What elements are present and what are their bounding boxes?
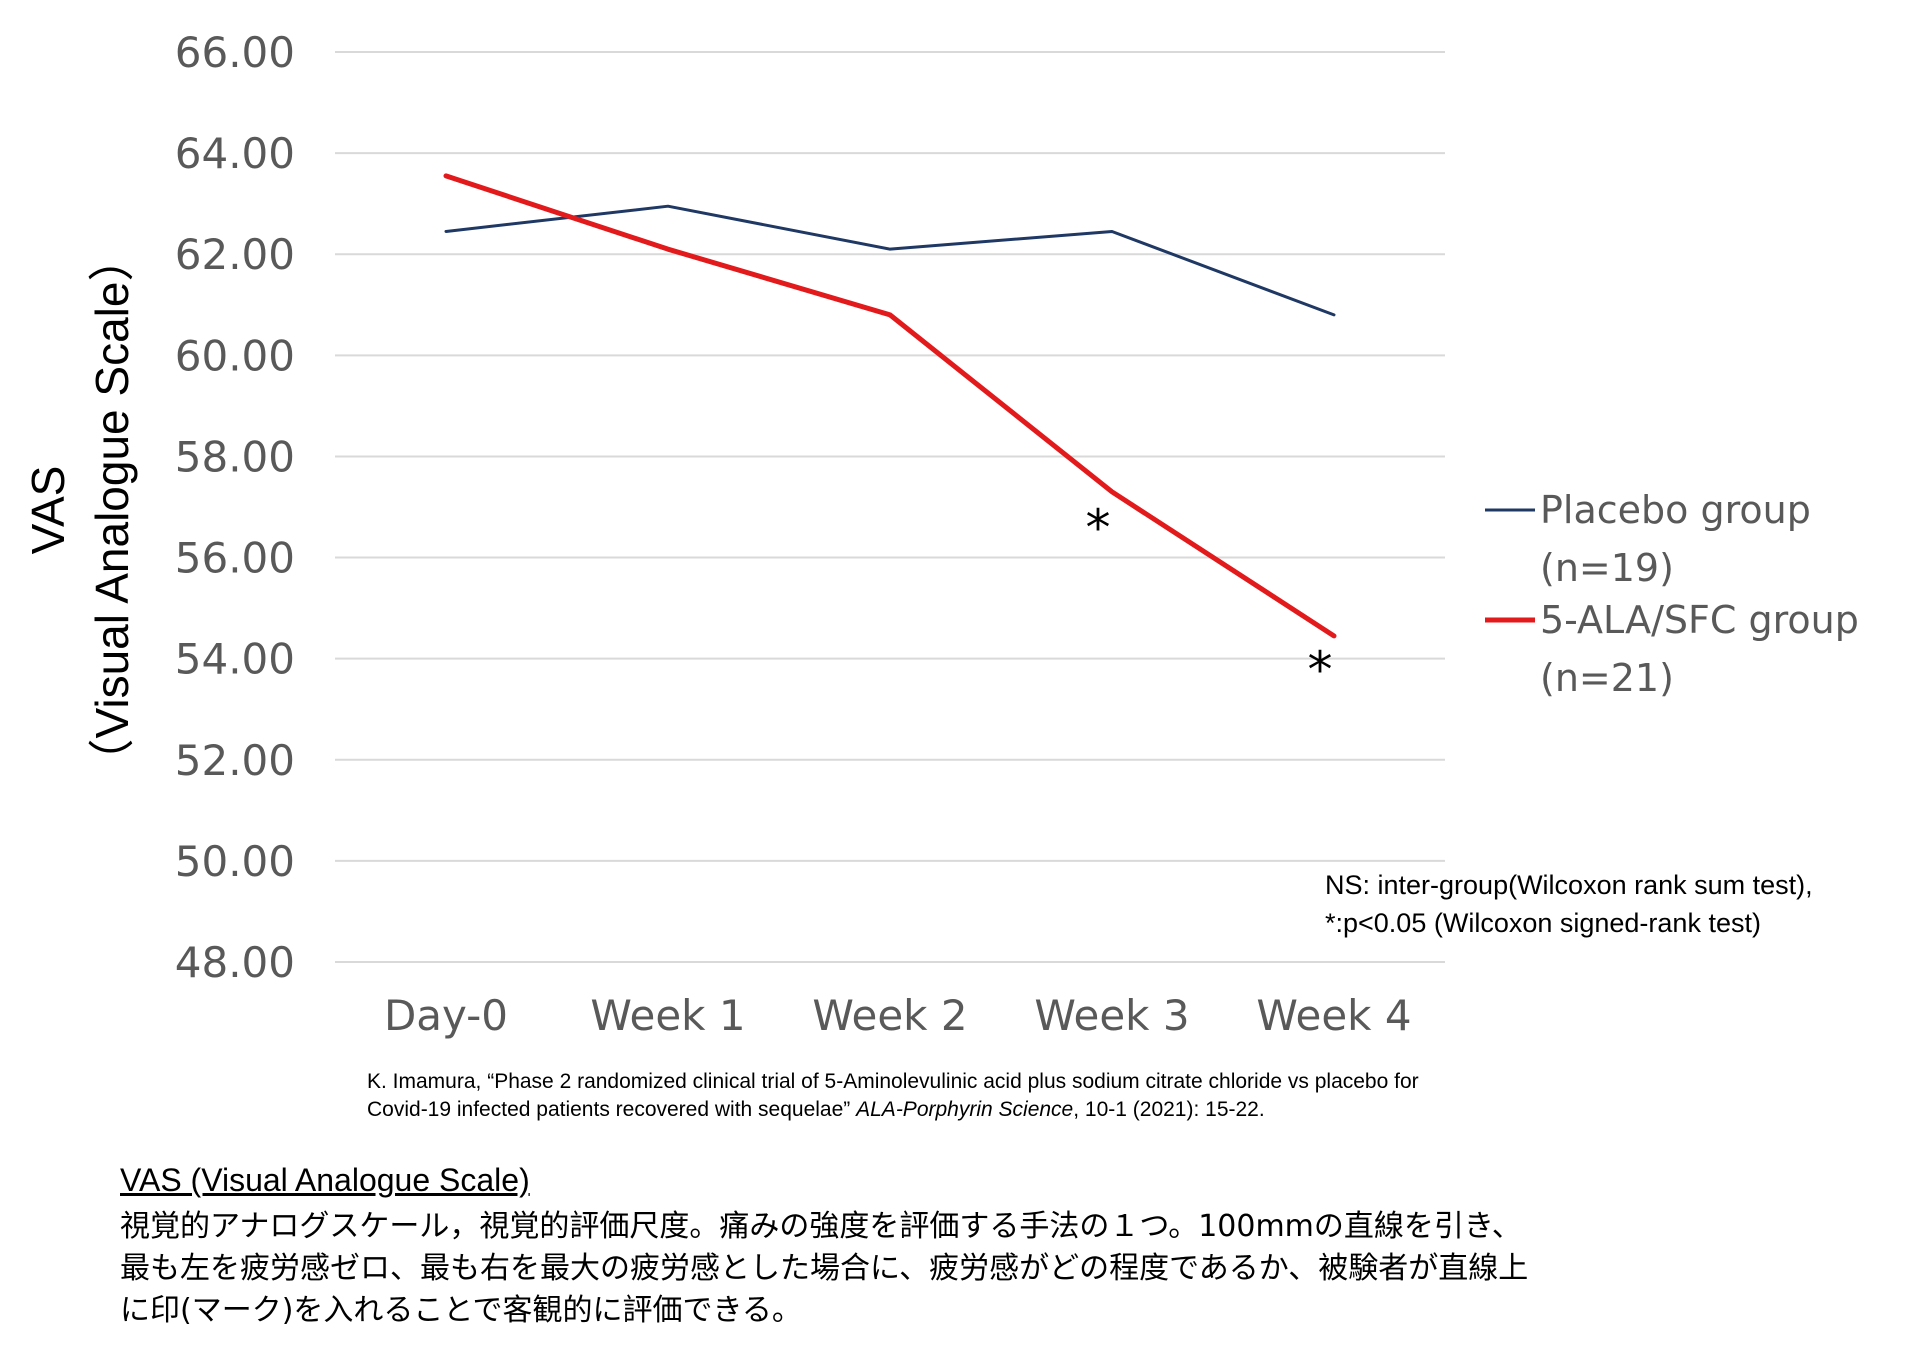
significance-markers: **	[1086, 499, 1333, 699]
y-tick-label: 66.00	[175, 28, 295, 77]
y-tick-label: 60.00	[175, 331, 295, 380]
x-tick-label: Week 4	[1256, 991, 1411, 1040]
y-axis-label: VAS	[22, 466, 74, 555]
statistics-note-line-1: NS: inter-group(Wilcoxon rank sum test),	[1325, 870, 1813, 900]
citation-journal: ALA-Porphyrin Science	[856, 1098, 1074, 1121]
x-tick-label: Week 2	[812, 991, 967, 1040]
definition-line-2: 最も左を疲労感ゼロ、最も右を最大の疲労感とした場合に、疲労感がどの程度であるか、…	[120, 1251, 1529, 1286]
citation-line-1: K. Imamura, “Phase 2 randomized clinical…	[367, 1070, 1419, 1093]
legend: Placebo group (n=19) 5-ALA/SFC group (n=21)	[1485, 488, 1859, 700]
gridlines	[335, 51, 1445, 963]
y-tick-label: 52.00	[175, 736, 295, 785]
legend-label: (n=19)	[1540, 546, 1674, 590]
y-axis-sublabel: （Visual Analogue Scale）	[86, 236, 138, 785]
y-tick-label: 64.00	[175, 129, 295, 178]
vas-line-chart: 66.00 64.00 62.00 60.00 58.00 56.00 54.00 52.00…	[22, 28, 1859, 1040]
citation-text: Covid-19 infected patients recovered wit…	[367, 1098, 857, 1121]
citation: K. Imamura, “Phase 2 randomized clinical…	[367, 1068, 1419, 1124]
legend-label: 5-ALA/SFC group	[1540, 598, 1859, 642]
significance-asterisk: *	[1086, 499, 1111, 557]
y-axis-title: VAS （Visual Analogue Scale）	[22, 236, 138, 785]
y-tick-label: 50.00	[175, 837, 295, 886]
x-tick-label: Week 3	[1034, 991, 1189, 1040]
y-axis-tick-labels: 66.00 64.00 62.00 60.00 58.00 56.00 54.00 52.00…	[175, 28, 295, 987]
statistics-note-line-2: *:p<0.05 (Wilcoxon signed-rank test)	[1325, 908, 1761, 938]
series-line-placebo	[444, 204, 1336, 317]
statistics-note: NS: inter-group(Wilcoxon rank sum test),…	[1325, 866, 1813, 942]
definition-line-3: に印(マーク)を入れることで客観的に評価できる。	[120, 1293, 802, 1328]
series-line-ala-sfc	[443, 173, 1337, 639]
legend-label: Placebo group	[1540, 488, 1811, 532]
significance-asterisk: *	[1308, 641, 1333, 699]
y-tick-label: 62.00	[175, 230, 295, 279]
y-tick-label: 48.00	[175, 938, 295, 987]
legend-label: (n=21)	[1540, 656, 1674, 700]
definition-line-1: 視覚的アナログスケール，視覚的評価尺度。痛みの強度を評価する手法の１つ。100m…	[120, 1209, 1522, 1244]
citation-volume: , 10-1 (2021): 15-22.	[1073, 1098, 1265, 1121]
x-tick-label: Day-0	[384, 991, 508, 1040]
definition-title: VAS (Visual Analogue Scale)	[120, 1162, 530, 1198]
citation-line-2: Covid-19 infected patients recovered wit…	[367, 1096, 1419, 1124]
x-tick-label: Week 1	[590, 991, 745, 1040]
y-tick-label: 54.00	[175, 635, 295, 684]
y-tick-label: 58.00	[175, 432, 295, 481]
x-axis-tick-labels: Day-0 Week 1 Week 2 Week 3 Week 4	[384, 991, 1412, 1040]
series-lines	[443, 173, 1337, 639]
definition-text: 視覚的アナログスケール，視覚的評価尺度。痛みの強度を評価する手法の１つ。100m…	[120, 1206, 1820, 1332]
y-tick-label: 56.00	[175, 534, 295, 583]
